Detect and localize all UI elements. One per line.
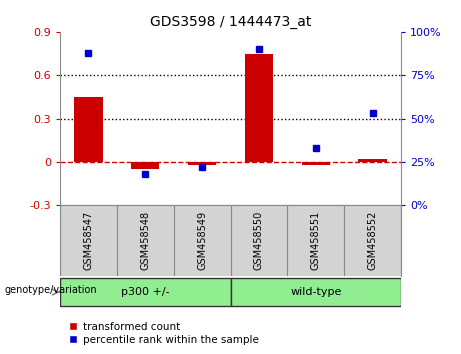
Text: wild-type: wild-type (290, 287, 342, 297)
Bar (74, 97, 102, 162)
Title: GDS3598 / 1444473_at: GDS3598 / 1444473_at (150, 16, 311, 29)
Text: GSM458550: GSM458550 (254, 211, 264, 270)
Legend: transformed count, percentile rank within the sample: transformed count, percentile rank withi… (65, 317, 263, 349)
Text: GSM458549: GSM458549 (197, 211, 207, 270)
Text: GSM458547: GSM458547 (83, 211, 94, 270)
Bar (188, 162, 216, 165)
Text: p300 +/-: p300 +/- (121, 287, 170, 297)
Text: GSM458548: GSM458548 (140, 211, 150, 270)
Bar (245, 53, 273, 162)
Bar (131, 162, 160, 169)
Bar (301, 162, 330, 165)
Bar (60, 278, 230, 306)
Text: GSM458551: GSM458551 (311, 211, 321, 270)
Bar (358, 159, 387, 162)
Text: GSM458552: GSM458552 (367, 211, 378, 270)
Text: genotype/variation: genotype/variation (5, 285, 97, 295)
Bar (230, 278, 401, 306)
